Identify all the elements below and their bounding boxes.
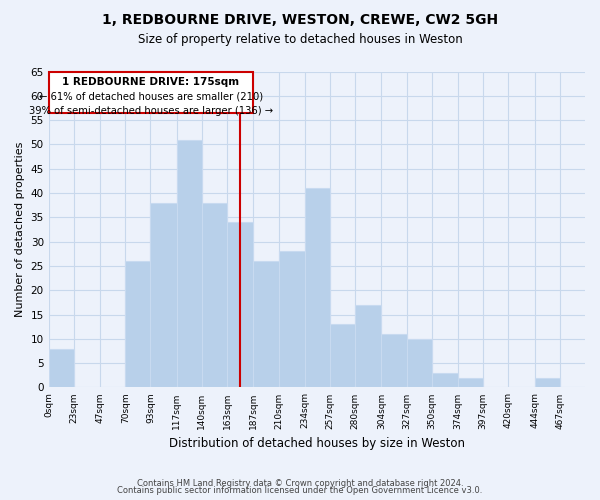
Bar — [151, 202, 177, 388]
Text: Contains public sector information licensed under the Open Government Licence v3: Contains public sector information licen… — [118, 486, 482, 495]
X-axis label: Distribution of detached houses by size in Weston: Distribution of detached houses by size … — [169, 437, 465, 450]
Bar — [305, 188, 330, 388]
FancyBboxPatch shape — [49, 72, 253, 113]
Bar — [382, 334, 407, 388]
Bar — [432, 373, 458, 388]
Bar — [458, 378, 483, 388]
Bar — [330, 324, 355, 388]
Text: 1, REDBOURNE DRIVE, WESTON, CREWE, CW2 5GH: 1, REDBOURNE DRIVE, WESTON, CREWE, CW2 5… — [102, 12, 498, 26]
Text: Size of property relative to detached houses in Weston: Size of property relative to detached ho… — [137, 32, 463, 46]
Bar — [278, 252, 305, 388]
Bar — [202, 202, 227, 388]
Y-axis label: Number of detached properties: Number of detached properties — [15, 142, 25, 317]
Bar — [177, 140, 202, 388]
Bar — [125, 261, 151, 388]
Text: Contains HM Land Registry data © Crown copyright and database right 2024.: Contains HM Land Registry data © Crown c… — [137, 478, 463, 488]
Text: ← 61% of detached houses are smaller (210): ← 61% of detached houses are smaller (21… — [39, 92, 263, 102]
Bar — [535, 378, 560, 388]
Bar — [227, 222, 253, 388]
Text: 1 REDBOURNE DRIVE: 175sqm: 1 REDBOURNE DRIVE: 175sqm — [62, 78, 239, 88]
Bar — [355, 305, 382, 388]
Bar — [253, 261, 278, 388]
Bar — [49, 348, 74, 388]
Bar — [407, 339, 432, 388]
Text: 39% of semi-detached houses are larger (136) →: 39% of semi-detached houses are larger (… — [29, 106, 273, 117]
